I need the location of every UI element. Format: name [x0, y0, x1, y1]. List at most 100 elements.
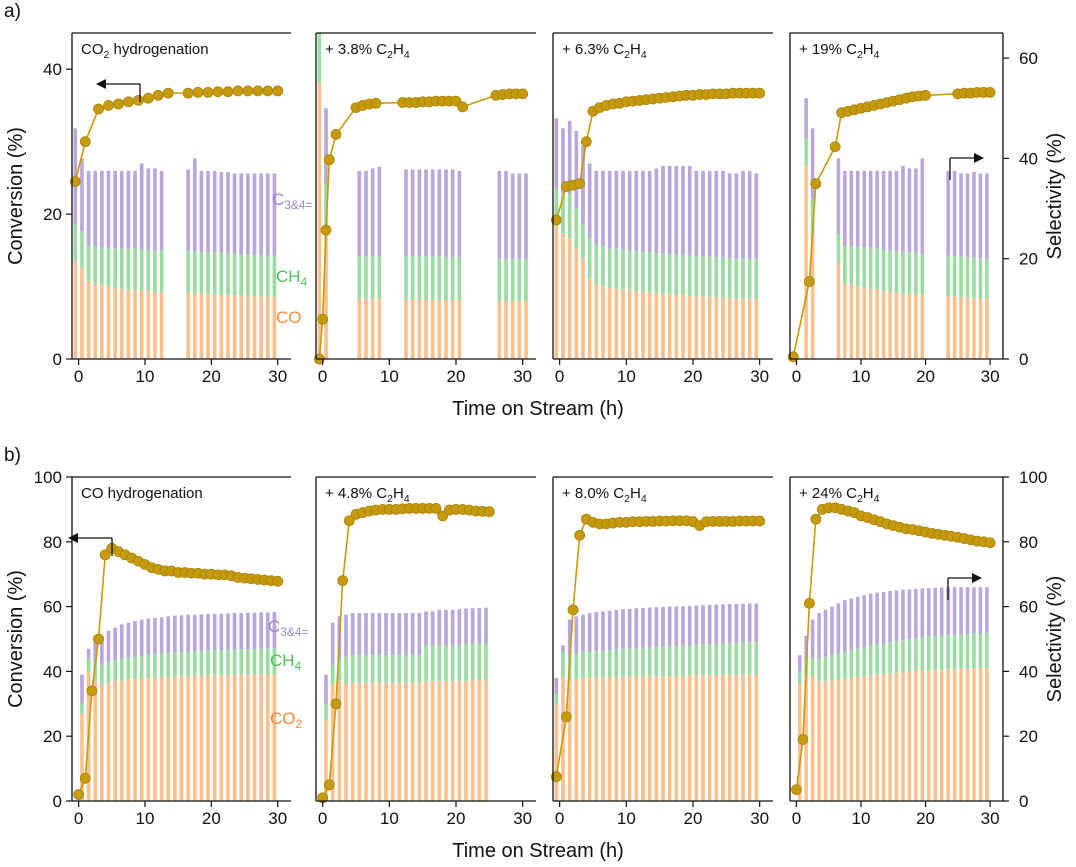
- bar-c34: [907, 589, 912, 640]
- conversion-point: [152, 89, 164, 101]
- bar-c34: [206, 614, 210, 651]
- bar-product: [126, 289, 131, 359]
- bar-c34: [133, 621, 137, 657]
- bar-c34: [587, 613, 592, 652]
- bar-product: [959, 668, 963, 801]
- bar-c34: [86, 648, 91, 659]
- bar-product: [836, 263, 841, 359]
- bar-ch4: [417, 655, 422, 683]
- bar-c34: [881, 592, 886, 644]
- panel-b-4: 0 10 20 30 + 24% C2H4: [789, 476, 1004, 828]
- bar-ch4: [484, 643, 488, 680]
- bar-c34: [424, 169, 428, 257]
- bar-product: [581, 678, 585, 801]
- bar-ch4: [627, 648, 632, 677]
- conversion-point: [113, 98, 124, 110]
- bar-c34: [139, 619, 144, 656]
- bar-ch4: [978, 258, 983, 299]
- bar-product: [146, 291, 151, 359]
- bar-product: [113, 287, 117, 359]
- bar-ch4: [477, 643, 482, 680]
- bar-ch4: [80, 703, 84, 714]
- bar-c34: [410, 613, 415, 656]
- bar-product: [939, 669, 944, 801]
- conversion-point: [550, 214, 562, 226]
- bar-c34: [554, 118, 559, 189]
- x-tick-label: 20: [447, 367, 466, 386]
- bar-ch4: [324, 703, 328, 720]
- bar-ch4: [920, 637, 925, 671]
- bar-c34: [100, 170, 104, 248]
- bar-product: [404, 299, 408, 359]
- panel-title: + 3.8% C2H4: [325, 41, 410, 61]
- bar-ch4: [894, 641, 899, 673]
- bar-product: [384, 682, 388, 801]
- conversion-point: [754, 515, 766, 527]
- bar-c34: [727, 173, 732, 259]
- bar-ch4: [239, 649, 244, 675]
- bar-product: [875, 289, 879, 359]
- bar-c34: [186, 614, 190, 652]
- bar-ch4: [199, 650, 204, 676]
- bar-c34: [226, 171, 230, 254]
- x-tick-label: 10: [617, 809, 636, 828]
- conversion-point: [317, 313, 329, 325]
- bar-product: [133, 290, 137, 359]
- bar-c34: [754, 603, 759, 643]
- bar-product: [727, 298, 732, 359]
- bar-ch4: [667, 646, 672, 677]
- conversion-point: [79, 136, 91, 148]
- bar-product: [100, 284, 104, 359]
- bar-ch4: [894, 251, 899, 293]
- bar-ch4: [601, 246, 605, 287]
- bar-c34: [894, 170, 899, 252]
- bar-ch4: [810, 658, 815, 677]
- bar-ch4: [817, 658, 821, 682]
- bar-ch4: [377, 256, 382, 299]
- bar-product: [627, 676, 632, 801]
- bar-product: [450, 300, 455, 359]
- bar-product: [972, 668, 976, 801]
- bar-ch4: [232, 253, 237, 296]
- bar-ch4: [647, 252, 652, 293]
- bar-product: [849, 677, 854, 801]
- bar-ch4: [93, 246, 98, 284]
- bar-product: [747, 674, 752, 801]
- bar-ch4: [721, 643, 725, 675]
- bar-c34: [364, 613, 368, 656]
- bar-c34: [384, 613, 388, 656]
- bar-c34: [714, 604, 719, 644]
- bar-product: [504, 301, 508, 359]
- y-right-tick-label: 80: [1019, 533, 1038, 552]
- bar-ch4: [246, 649, 250, 675]
- conversion-point: [550, 771, 562, 783]
- x-tick-label: 30: [750, 367, 769, 386]
- bar-ch4: [959, 256, 963, 298]
- bar-ch4: [875, 644, 879, 675]
- bar-c34: [674, 165, 679, 255]
- bar-product: [119, 288, 124, 359]
- bar-ch4: [226, 253, 230, 296]
- bar-product: [119, 680, 124, 801]
- bar-ch4: [554, 694, 559, 704]
- bar-product: [93, 283, 98, 359]
- bar-product: [524, 301, 528, 359]
- bar-c34: [464, 608, 468, 644]
- bar-c34: [817, 613, 821, 659]
- bar-c34: [404, 613, 408, 656]
- bar-product: [849, 284, 854, 359]
- bar-product: [206, 294, 210, 359]
- bar-c34: [430, 169, 435, 257]
- bar-ch4: [153, 654, 157, 678]
- bar-c34: [199, 170, 204, 253]
- panel-b-1: 0 10 20 30 CO hydrogenation: [68, 476, 291, 828]
- bar-product: [497, 301, 502, 359]
- bar-product: [437, 681, 442, 801]
- y-left-tick-label: 0: [53, 792, 62, 811]
- conversion-point: [370, 97, 382, 109]
- bar-ch4: [179, 651, 184, 677]
- bar-product: [192, 675, 197, 801]
- series-label-ch4: CH4: [270, 651, 302, 673]
- bar-product: [741, 674, 745, 801]
- bar-ch4: [246, 254, 250, 296]
